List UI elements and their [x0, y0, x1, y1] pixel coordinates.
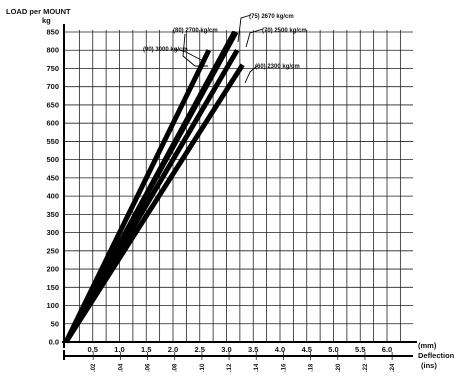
y-tick-label: 300: [46, 228, 59, 237]
x-tick-label-mm: 3.0: [221, 345, 231, 354]
y-tick-label: 500: [46, 155, 59, 164]
y-axis-title-line2: kg: [42, 16, 51, 25]
x-tick-label-inches: .20: [336, 363, 342, 372]
y-tick-label: 700: [46, 82, 59, 91]
y-tick-label: 800: [46, 46, 59, 55]
series-line: [63, 63, 245, 344]
x-tick-label-mm: 1.5: [141, 345, 151, 354]
y-tick-label: 150: [46, 283, 59, 292]
x-tick-label-mm: 5.0: [328, 345, 338, 354]
series-label: (75) 2670 kg/cm: [249, 14, 294, 20]
x-axis-mm-label: (mm): [418, 341, 437, 350]
x-tick-label-inches: .12: [227, 363, 233, 372]
annotation-leader-line: [182, 33, 208, 67]
series-label: (80) 2700 kg/cm: [173, 28, 218, 34]
x-tick-label-inches: .14: [254, 363, 260, 372]
axes: [62, 24, 417, 360]
x-tick-label-inches: .08: [173, 363, 179, 372]
y-tick-label: 550: [46, 137, 59, 146]
x-tick-label-mm: 1.0: [114, 345, 124, 354]
x-tick-label-inches: .02: [91, 363, 97, 372]
annotation-leader-line: [237, 14, 252, 43]
x-tick-label-mm: 6.0: [382, 345, 392, 354]
labels: 0.0 50 100 150 200 250 300 350 400 450 500 550 600 65…: [46, 14, 396, 372]
y-tick-label: 850: [46, 28, 59, 37]
y-tick-label: 600: [46, 119, 59, 128]
x-axis-title-line1: Deflection: [418, 351, 455, 360]
x-axis-title-line2: (ins): [421, 361, 437, 370]
grid: [64, 30, 413, 342]
annotation-leader-line: [244, 65, 258, 84]
x-tick-label-mm: 0.5: [88, 345, 98, 354]
x-tick-label-inches: .10: [200, 363, 206, 372]
annotation-leaders: [174, 14, 264, 84]
y-tick-label: 350: [46, 210, 59, 219]
series-label: (60) 2300 kg/cm: [255, 64, 300, 70]
series-label: (90) 3000 kg/cm: [143, 47, 188, 53]
annotation-leader-line: [245, 28, 264, 48]
y-tick-label: 0.0: [49, 338, 59, 347]
y-tick-label: 750: [46, 64, 59, 73]
x-tick-label-mm: 5.5: [355, 345, 365, 354]
x-tick-label-mm: 4.5: [302, 345, 312, 354]
annotation-leader-line: [174, 48, 204, 62]
y-tick-label: 650: [46, 100, 59, 109]
y-axis-title-line1: LOAD per MOUNT: [6, 7, 71, 16]
series-label: (70) 2500 kg/cm: [262, 28, 307, 34]
x-tick-label-inches: .06: [146, 363, 152, 372]
y-tick-label: 450: [46, 173, 59, 182]
x-tick-label-inches: .24: [390, 363, 396, 372]
x-tick-label-inches: .18: [309, 363, 315, 372]
x-tick-label-inches: .22: [363, 363, 369, 372]
x-tick-label-inches: .16: [281, 363, 287, 372]
series-lines: [63, 30, 245, 344]
x-tick-label-mm: 2.0: [168, 345, 178, 354]
x-tick-label-mm: 3.5: [248, 345, 258, 354]
y-tick-label: 400: [46, 192, 59, 201]
y-tick-label: 250: [46, 246, 59, 255]
x-tick-label-mm: 4.0: [275, 345, 285, 354]
x-tick-label-inches: .04: [118, 363, 124, 372]
y-tick-label: 50: [51, 319, 59, 328]
y-tick-label: 200: [46, 265, 59, 274]
x-tick-label-mm: 2.5: [195, 345, 205, 354]
y-tick-label: 100: [46, 301, 59, 310]
